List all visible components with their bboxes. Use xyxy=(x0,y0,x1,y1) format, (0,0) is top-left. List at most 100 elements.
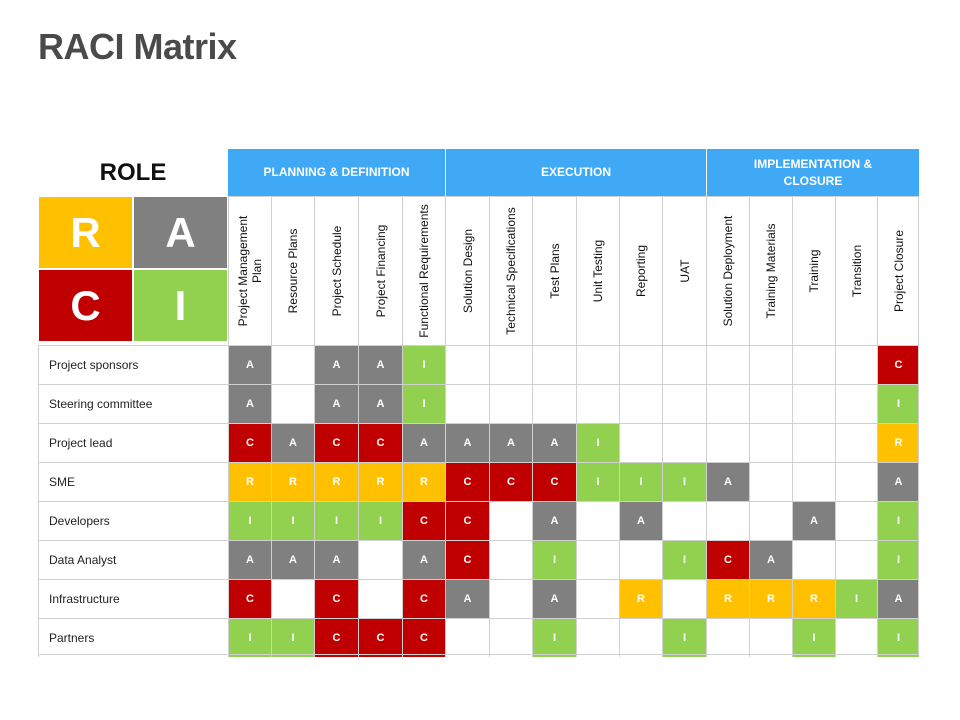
column-header: Technical Specifications xyxy=(489,196,532,345)
raci-cell: C xyxy=(358,423,402,462)
raci-cell xyxy=(576,540,619,579)
column-header-label: Test Plans xyxy=(547,243,562,299)
phase-header: IMPLEMENTATION & CLOSURE xyxy=(706,149,919,196)
raci-cell: R xyxy=(228,462,271,501)
row-label: Partners xyxy=(38,618,228,657)
raci-cell: A xyxy=(877,462,919,501)
row-label: Steering committee xyxy=(38,384,228,423)
raci-cell: C xyxy=(314,423,358,462)
raci-cell xyxy=(576,579,619,618)
raci-cell xyxy=(619,540,662,579)
raci-cell: C xyxy=(445,540,489,579)
raci-cell: I xyxy=(314,501,358,540)
column-header: UAT xyxy=(662,196,706,345)
raci-cell: C xyxy=(314,579,358,618)
raci-cell: A xyxy=(489,423,532,462)
raci-cell: I xyxy=(402,345,445,384)
raci-cell xyxy=(835,540,877,579)
raci-cell: R xyxy=(402,462,445,501)
raci-cell xyxy=(792,540,835,579)
raci-cell xyxy=(576,384,619,423)
raci-cell: R xyxy=(271,462,314,501)
raci-cell xyxy=(706,618,749,657)
column-header-label: UAT xyxy=(677,259,692,283)
column-header-label: Resource Plans xyxy=(286,228,300,314)
raci-cell: I xyxy=(619,462,662,501)
column-header: Resource Plans xyxy=(271,196,314,345)
raci-cell xyxy=(489,345,532,384)
raci-cell: A xyxy=(228,345,271,384)
raci-cell: C xyxy=(489,462,532,501)
row-label: Project lead xyxy=(38,423,228,462)
raci-cell: I xyxy=(877,618,919,657)
raci-cell: I xyxy=(662,462,706,501)
raci-cell xyxy=(489,501,532,540)
raci-cell: I xyxy=(358,501,402,540)
raci-cell xyxy=(662,423,706,462)
column-header: Project Management Plan xyxy=(228,196,271,345)
raci-cell: R xyxy=(314,462,358,501)
column-header-label: Project Management Plan xyxy=(236,215,264,327)
raci-cell xyxy=(532,384,576,423)
column-header-label: Solution Design xyxy=(460,228,475,314)
raci-cell xyxy=(532,345,576,384)
column-header-label: Project Closure xyxy=(891,229,906,313)
raci-cell: A xyxy=(358,345,402,384)
raci-cell xyxy=(749,384,792,423)
raci-cell xyxy=(792,423,835,462)
column-header: Project Financing xyxy=(358,196,402,345)
raci-cell: I xyxy=(271,618,314,657)
raci-cell: A xyxy=(228,540,271,579)
raci-cell: R xyxy=(358,462,402,501)
raci-cell: I xyxy=(228,618,271,657)
column-header: Project Schedule xyxy=(314,196,358,345)
raci-cell: A xyxy=(532,579,576,618)
raci-cell: A xyxy=(706,462,749,501)
raci-cell xyxy=(662,345,706,384)
column-header: Functional Requirements xyxy=(402,196,445,345)
raci-cell: C xyxy=(314,618,358,657)
raci-cell: R xyxy=(706,579,749,618)
column-header-label: Reporting xyxy=(634,244,648,298)
legend-accountable: A xyxy=(133,196,228,269)
raci-cell xyxy=(489,540,532,579)
raci-cell xyxy=(445,618,489,657)
raci-cell xyxy=(835,501,877,540)
raci-cell xyxy=(358,540,402,579)
phase-header: EXECUTION xyxy=(445,149,706,196)
raci-cell xyxy=(576,618,619,657)
column-header: Transition xyxy=(835,196,877,345)
raci-cell xyxy=(445,345,489,384)
raci-cell: C xyxy=(228,423,271,462)
column-header: Unit Testing xyxy=(576,196,619,345)
raci-cell: I xyxy=(877,501,919,540)
raci-cell: A xyxy=(445,423,489,462)
raci-cell: A xyxy=(532,501,576,540)
raci-cell: A xyxy=(532,423,576,462)
raci-cell: A xyxy=(314,540,358,579)
row-label: Developers xyxy=(38,501,228,540)
raci-cell xyxy=(576,501,619,540)
raci-cell: I xyxy=(662,540,706,579)
raci-cell xyxy=(271,384,314,423)
raci-cell xyxy=(619,384,662,423)
raci-cell xyxy=(792,462,835,501)
column-header-label: Unit Testing xyxy=(591,239,605,303)
raci-cell xyxy=(835,618,877,657)
raci-cell xyxy=(662,384,706,423)
raci-cell xyxy=(835,384,877,423)
raci-cell xyxy=(619,345,662,384)
raci-cell: I xyxy=(835,579,877,618)
raci-cell xyxy=(445,384,489,423)
raci-cell xyxy=(489,384,532,423)
raci-cell: A xyxy=(445,579,489,618)
column-header: Reporting xyxy=(619,196,662,345)
raci-cell xyxy=(489,579,532,618)
row-label: SME xyxy=(38,462,228,501)
raci-cell xyxy=(706,345,749,384)
raci-cell: A xyxy=(271,423,314,462)
raci-cell xyxy=(749,618,792,657)
raci-cell: I xyxy=(532,540,576,579)
raci-cell: C xyxy=(877,345,919,384)
raci-cell: I xyxy=(228,501,271,540)
